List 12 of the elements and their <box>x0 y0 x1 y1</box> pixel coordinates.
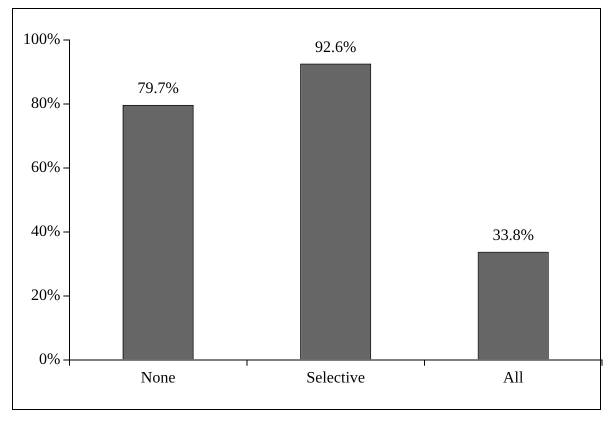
y-tick-label: 40% <box>31 223 60 240</box>
y-tick-label: 80% <box>31 95 60 112</box>
x-tick-label: None <box>140 370 176 387</box>
data-label: 79.7% <box>137 80 179 98</box>
y-tick-label: 20% <box>31 287 60 304</box>
y-tick-label: 0% <box>39 351 60 368</box>
y-tick-label: 60% <box>31 159 60 176</box>
data-label: 33.8% <box>492 226 534 244</box>
x-tick-label: All <box>502 370 524 387</box>
x-tick-label: Selective <box>306 370 365 387</box>
data-label: 92.6% <box>315 38 356 56</box>
y-tick-label: 100% <box>23 31 60 48</box>
